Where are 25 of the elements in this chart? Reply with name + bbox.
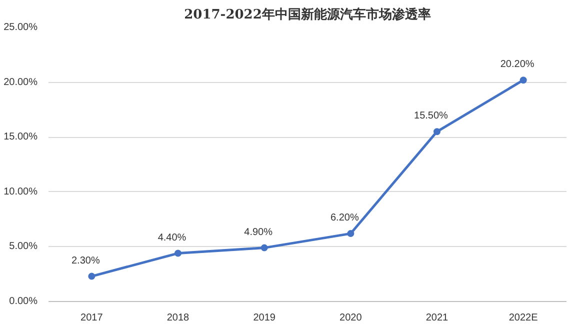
y-tick-label: 25.00% — [4, 22, 38, 33]
y-tick-label: 20.00% — [4, 76, 38, 88]
x-tick-label: 2018 — [166, 312, 190, 324]
y-tick-label: 5.00% — [9, 241, 38, 252]
point — [88, 272, 96, 280]
text: 6.20% — [330, 212, 359, 224]
y-tick-label: 10.00% — [4, 186, 38, 198]
point — [174, 250, 182, 257]
text: 2.30% — [71, 255, 100, 266]
y-tick-label: 15.00% — [4, 132, 38, 143]
point — [347, 230, 354, 238]
text: 20.20% — [500, 59, 534, 70]
x-tick-label: 2021 — [426, 312, 449, 324]
x-tick-label: 2019 — [253, 312, 276, 324]
chart-title: 2017-2022年中国新能源汽车市场渗透率 — [184, 6, 431, 22]
text: 4.90% — [244, 226, 273, 238]
point — [260, 244, 268, 252]
y-tick-label: 0.00% — [9, 296, 38, 307]
point — [520, 76, 527, 84]
x-tick-label: 2020 — [340, 312, 362, 324]
x-tick-label: 2017 — [80, 312, 104, 324]
x-tick-label: 2022E — [508, 312, 538, 324]
text: 15.50% — [414, 110, 448, 122]
text: 4.40% — [158, 232, 186, 244]
point — [434, 128, 440, 136]
